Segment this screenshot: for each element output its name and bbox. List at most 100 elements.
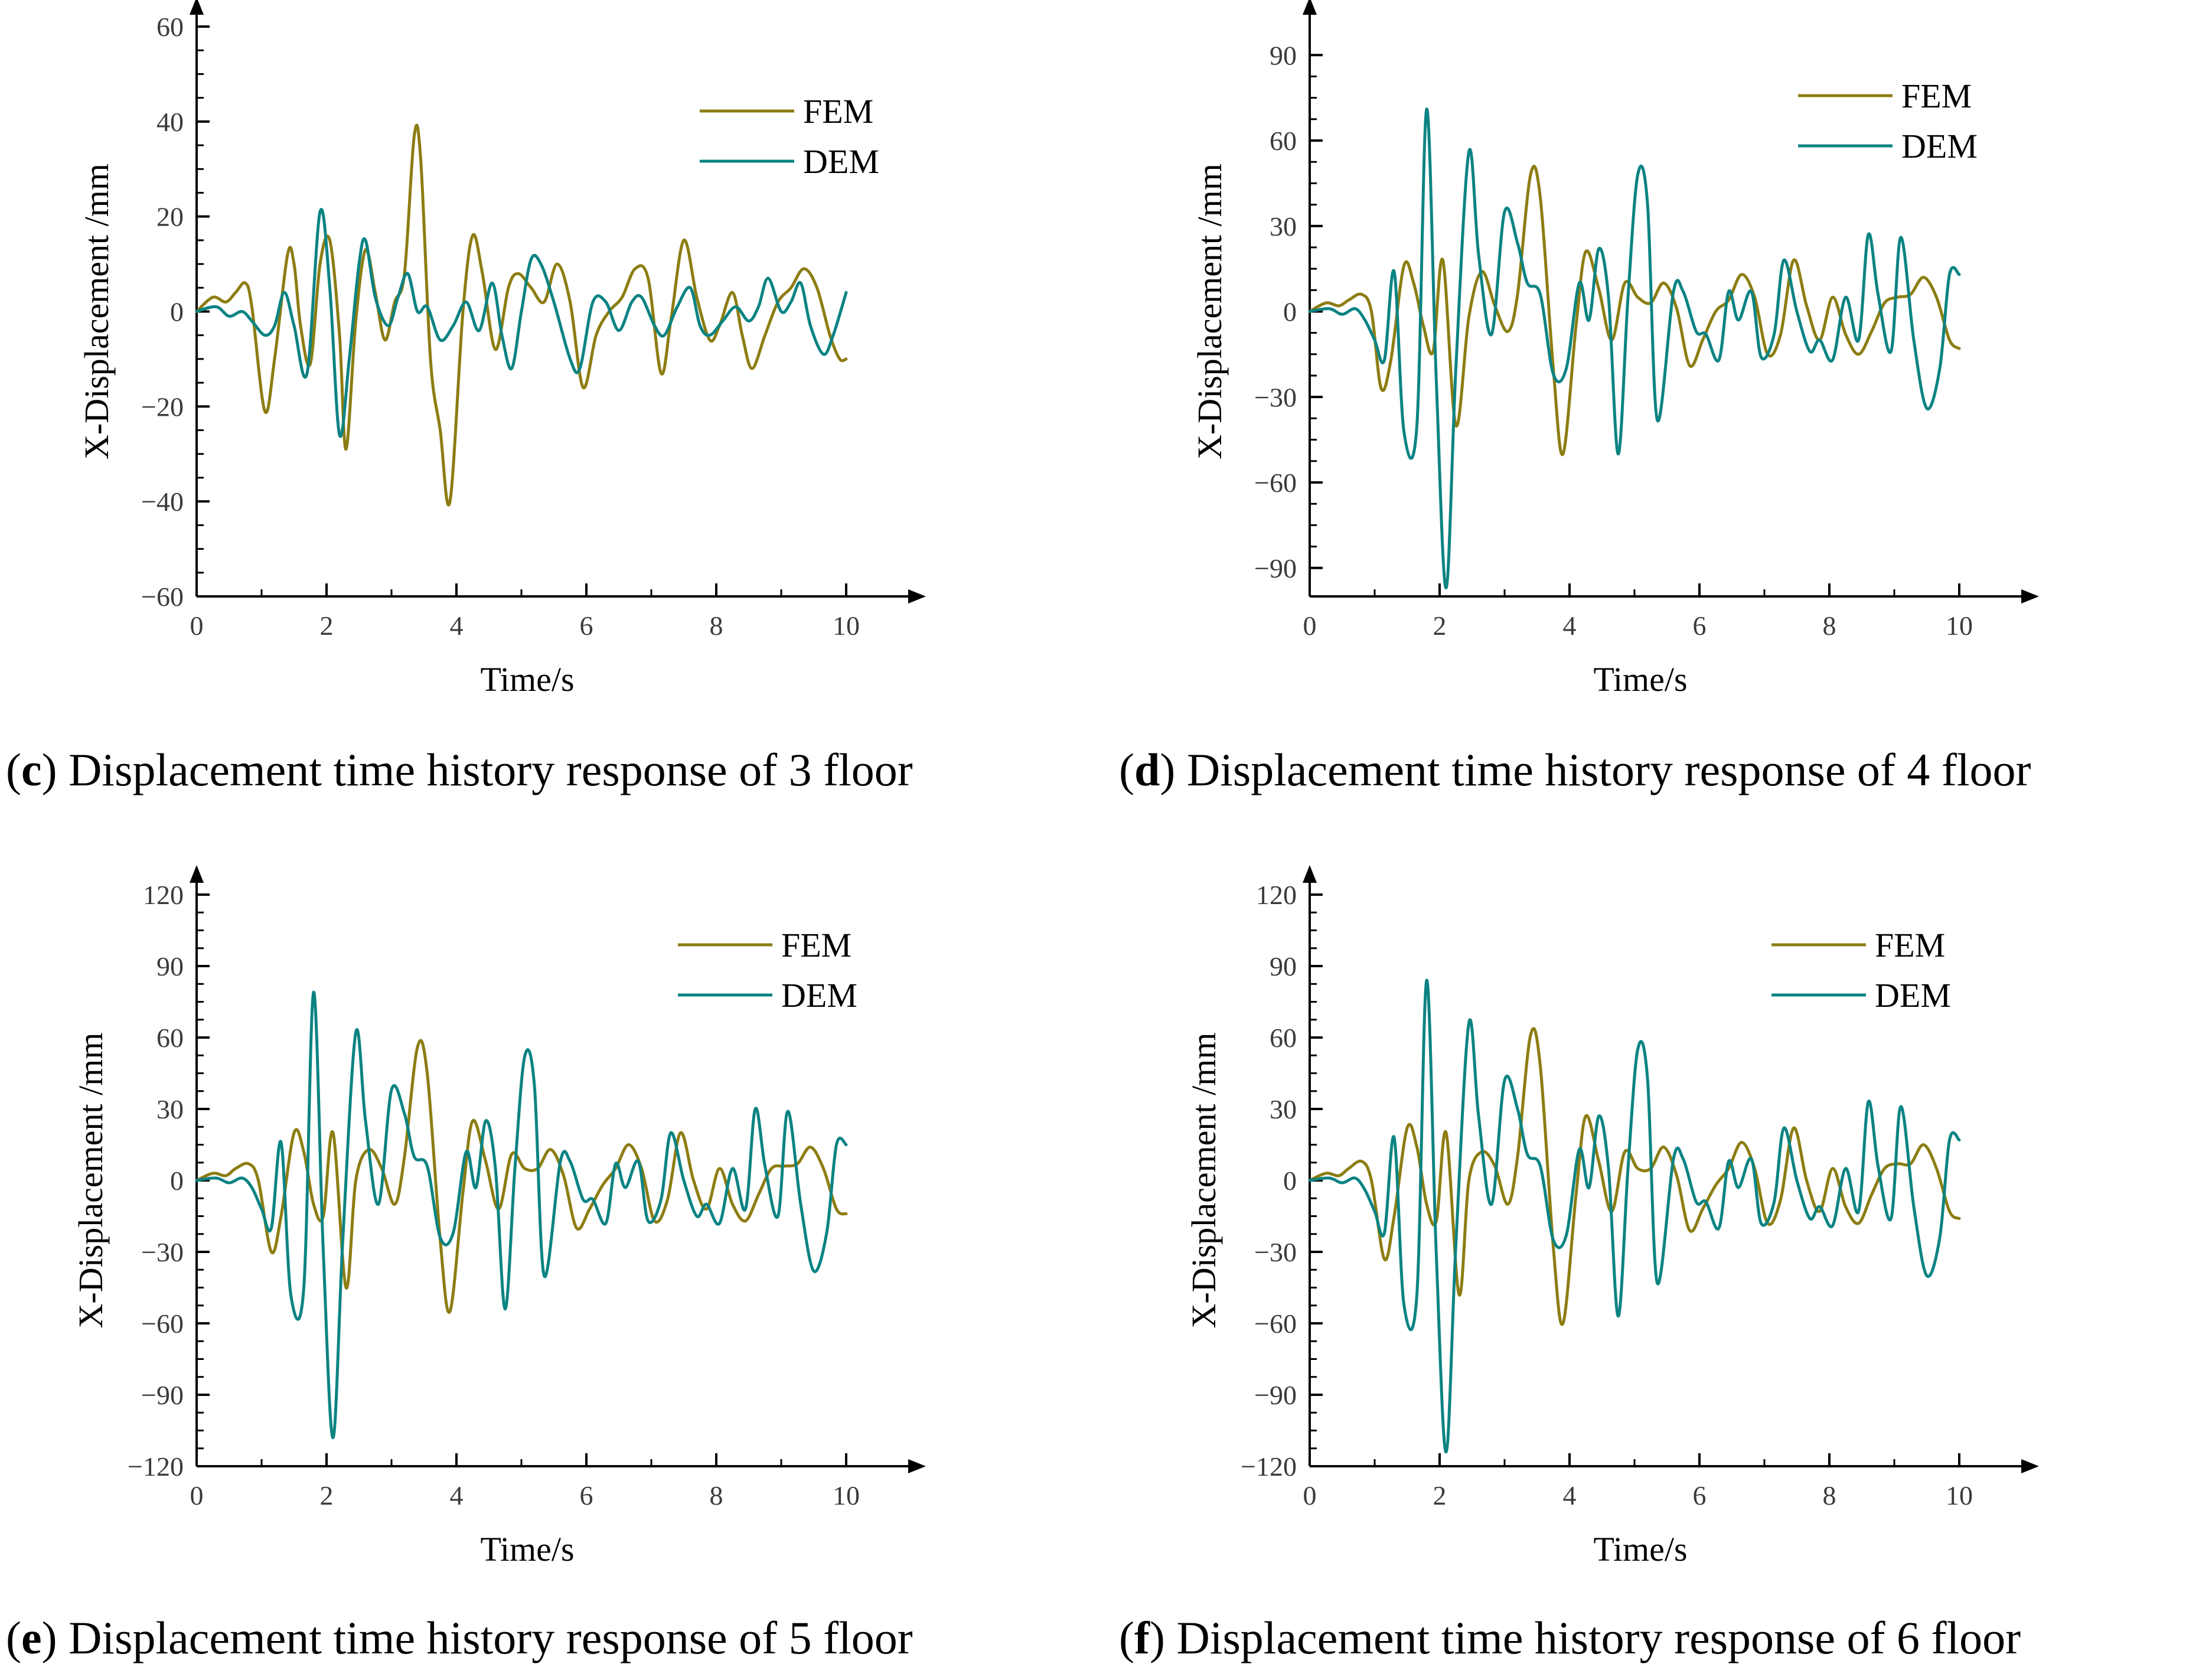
panel-caption: (e) Displacement time history response o…: [6, 1612, 913, 1663]
y-tick-label: 0: [170, 297, 184, 327]
x-tick-label: 0: [190, 1480, 204, 1511]
y-tick-label: 90: [1270, 951, 1297, 981]
panel-caption: (f) Displacement time history response o…: [1119, 1612, 2021, 1663]
caption-paren-close: ): [42, 744, 68, 795]
caption-text: Displacement time history response of 5 …: [68, 1612, 913, 1663]
y-tick-label: −90: [141, 1380, 184, 1410]
chart-panel-e: 0 2 4 6 8 10 −120 −90 −60 −30 0 30 60 90 120 Time/s X-Di…: [6, 865, 926, 1663]
x-tick-label: 10: [1946, 1480, 1973, 1511]
caption-paren-close: ): [1160, 744, 1186, 795]
legend-label-fem: FEM: [781, 926, 851, 964]
y-tick-label: 30: [1270, 211, 1297, 242]
legend-label-dem: DEM: [803, 142, 879, 181]
caption-letter: f: [1134, 1612, 1150, 1663]
legend-label-fem: FEM: [803, 92, 873, 131]
caption-letter: e: [21, 1612, 42, 1663]
x-tick-label: 6: [580, 1480, 593, 1511]
x-tick-label: 2: [1433, 1480, 1447, 1511]
x-tick-label: 0: [1303, 611, 1317, 641]
x-tick-label: 10: [833, 1480, 860, 1511]
y-axis-arrow: [190, 865, 204, 883]
x-axis-arrow: [2021, 589, 2039, 604]
caption-paren-close: ): [1150, 1612, 1176, 1663]
x-tick-label: 4: [450, 1480, 464, 1511]
x-tick-label: 6: [1693, 1480, 1707, 1511]
y-tick-label: −60: [141, 1309, 184, 1339]
x-axis-title: Time/s: [1593, 660, 1687, 699]
series-line-dem: [195, 990, 848, 1440]
y-tick-label: −60: [1254, 1309, 1297, 1339]
series-line-dem: [1308, 978, 1961, 1454]
x-tick-label: 4: [1563, 611, 1577, 641]
y-tick-label: −90: [1254, 553, 1297, 583]
y-tick-label: 60: [156, 12, 184, 42]
x-tick-label: 10: [833, 611, 860, 641]
series-line-fem: [1308, 1027, 1961, 1326]
y-tick-label: −30: [141, 1237, 184, 1267]
chart-panel-d: 0 2 4 6 8 10 −90 −60 −30 0 30 60 90 Time/s X-Displacem…: [1119, 0, 2039, 795]
caption-letter: d: [1134, 744, 1160, 795]
y-tick-label: 120: [1256, 880, 1297, 910]
panel-caption: (c) Displacement time history response o…: [6, 744, 913, 795]
y-tick-label: 40: [156, 107, 184, 137]
x-axis-arrow: [908, 1459, 926, 1473]
y-tick-label: 30: [1270, 1094, 1297, 1124]
y-axis-title: X-Displacement /mm: [1185, 1033, 1223, 1329]
x-tick-label: 8: [710, 1480, 723, 1511]
caption-paren-open: (: [6, 744, 21, 795]
x-tick-label: 8: [710, 611, 723, 641]
y-tick-label: −30: [1254, 1237, 1297, 1267]
y-tick-label: −120: [1241, 1451, 1297, 1482]
x-tick-label: 2: [320, 1480, 334, 1511]
x-axis-arrow: [2021, 1459, 2039, 1473]
x-tick-label: 6: [580, 611, 593, 641]
legend-label-dem: DEM: [1875, 976, 1951, 1014]
y-axis-title: X-Displacement /mm: [77, 164, 116, 459]
x-tick-label: 0: [190, 611, 204, 641]
caption-paren-open: (: [1119, 744, 1134, 795]
series-line-fem: [1308, 165, 1961, 456]
x-tick-label: 8: [1823, 1480, 1836, 1511]
y-axis-arrow: [1303, 0, 1317, 15]
y-tick-label: 30: [156, 1094, 184, 1124]
y-tick-label: −30: [1254, 382, 1297, 412]
x-axis-title: Time/s: [480, 1530, 574, 1568]
y-tick-label: −60: [1254, 468, 1297, 498]
series-line-fem: [195, 1039, 848, 1314]
caption-paren-open: (: [1119, 1612, 1134, 1663]
x-tick-label: 4: [1563, 1480, 1577, 1511]
panel-caption: (d) Displacement time history response o…: [1119, 744, 2031, 795]
legend-label-dem: DEM: [781, 976, 857, 1014]
legend-label-fem: FEM: [1875, 926, 1945, 964]
y-axis-arrow: [1303, 865, 1317, 883]
caption-paren-close: ): [42, 1612, 68, 1663]
legend-label-fem: FEM: [1901, 77, 1972, 115]
y-tick-label: 20: [156, 202, 184, 232]
x-tick-label: 0: [1303, 1480, 1317, 1511]
caption-paren-open: (: [6, 1612, 21, 1663]
y-tick-label: 0: [1283, 1166, 1297, 1196]
caption-text: Displacement time history response of 4 …: [1187, 744, 2031, 795]
chart-panel-c: 0 2 4 6 8 10 −60 −40 −20 0 20 40 60 Time/s X-Displacem…: [6, 0, 926, 795]
y-tick-label: −120: [128, 1451, 184, 1482]
x-tick-label: 2: [1433, 611, 1447, 641]
x-tick-label: 2: [320, 611, 334, 641]
chart-panel-f: 0 2 4 6 8 10 −120 −90 −60 −30 0 30 60 90 120 Time/s X-Di…: [1119, 865, 2039, 1663]
x-axis-title: Time/s: [480, 660, 574, 699]
y-axis-title: X-Displacement /mm: [71, 1033, 110, 1329]
y-tick-label: 60: [1270, 126, 1297, 156]
y-tick-label: 120: [143, 880, 184, 910]
caption-text: Displacement time history response of 3 …: [68, 744, 913, 795]
x-tick-label: 8: [1823, 611, 1836, 641]
y-tick-label: −90: [1254, 1380, 1297, 1410]
x-axis-arrow: [908, 589, 926, 604]
series-line-dem: [195, 208, 848, 438]
x-axis-title: Time/s: [1593, 1530, 1687, 1568]
series-line-dem: [1308, 107, 1961, 590]
x-tick-label: 4: [450, 611, 464, 641]
caption-letter: c: [21, 744, 42, 795]
y-tick-label: 90: [156, 951, 184, 981]
caption-text: Displacement time history response of 6 …: [1176, 1612, 2021, 1663]
y-tick-label: −20: [141, 392, 184, 422]
